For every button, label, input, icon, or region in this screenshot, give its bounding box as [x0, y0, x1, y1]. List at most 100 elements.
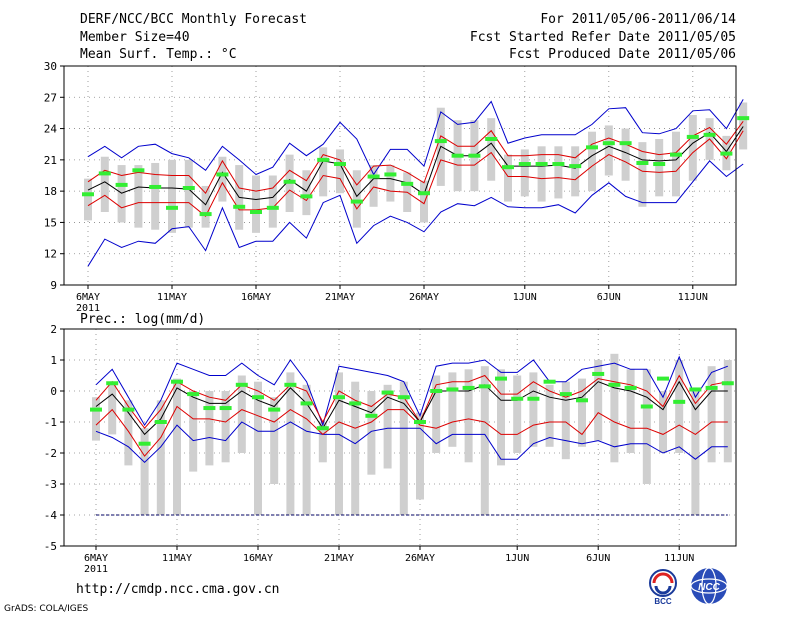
y-tick-label: 9 — [50, 279, 57, 292]
forecast-period-label: For 2011/05/06-2011/06/14 — [540, 12, 736, 27]
source-url[interactable]: http://cmdp.ncc.cma.gov.cn — [76, 582, 280, 597]
box-bar — [319, 147, 328, 197]
box-bar — [286, 372, 295, 515]
min-line — [87, 160, 744, 267]
x-tick-label: 21MAY — [325, 292, 355, 303]
median-marker — [543, 379, 556, 384]
median-marker — [592, 371, 605, 376]
median-marker — [90, 407, 102, 412]
box-bar — [302, 384, 311, 515]
grads-credit: GrADS: COLA/IGES — [4, 604, 89, 614]
median-marker — [535, 162, 548, 167]
median-marker — [381, 390, 394, 395]
lower-line — [87, 130, 744, 217]
box-bar — [621, 128, 630, 181]
median-marker — [334, 162, 346, 167]
box-bar — [513, 375, 522, 453]
box-bar — [173, 378, 181, 515]
y-tick-label: 0 — [50, 385, 57, 398]
median-marker — [414, 420, 426, 424]
median-marker — [300, 401, 313, 406]
median-marker — [250, 210, 262, 214]
box-bar — [399, 381, 408, 515]
box-bar — [140, 428, 149, 515]
median-marker — [636, 160, 649, 165]
box-bar — [655, 139, 664, 197]
median-marker — [166, 205, 178, 210]
box-bar — [626, 369, 635, 453]
median-marker — [252, 395, 264, 400]
median-marker — [149, 184, 162, 189]
box-bar — [168, 159, 176, 233]
x-tick-label: 16MAY — [241, 292, 271, 303]
median-marker — [495, 376, 507, 381]
x-tick-label: 6MAY — [84, 553, 108, 564]
y-tick-label: 15 — [44, 216, 57, 229]
median-marker — [640, 404, 653, 409]
x-tick-label: 21MAY — [324, 553, 354, 564]
x-tick-label: 11JUN — [678, 292, 708, 303]
y-tick-label: 12 — [44, 248, 57, 261]
box-bar — [237, 375, 246, 453]
x-tick-year-label: 2011 — [76, 303, 100, 314]
median-marker — [705, 385, 718, 390]
median-marker — [106, 381, 119, 386]
median-marker — [418, 191, 430, 196]
median-marker — [502, 165, 514, 170]
y-tick-label: 21 — [44, 154, 57, 167]
plot-frame — [63, 328, 737, 547]
y-tick-label: 24 — [44, 123, 58, 136]
box-bar — [448, 372, 457, 447]
box-bar — [561, 381, 570, 460]
median-marker — [283, 179, 296, 184]
median-marker — [434, 139, 447, 144]
box-bar — [268, 175, 277, 228]
median-marker — [199, 212, 212, 217]
median-marker — [216, 172, 229, 177]
median-marker — [468, 153, 481, 158]
median-marker — [233, 204, 246, 209]
box-bar — [318, 422, 327, 463]
x-tick-label: 1JUN — [513, 292, 537, 303]
median-marker — [451, 153, 464, 158]
box-bar — [351, 381, 360, 515]
box-bar — [675, 360, 684, 453]
ncc-logo: NCC — [690, 567, 728, 605]
box-bar — [336, 149, 344, 194]
box-bar — [367, 391, 376, 475]
box-bar — [659, 391, 667, 453]
bcc-logo-text: BCC — [654, 597, 672, 606]
box-bar — [335, 372, 343, 515]
ncc-logo-text: NCC — [698, 582, 720, 593]
upper-line — [95, 374, 728, 429]
box-bar — [420, 180, 428, 223]
median-marker — [316, 426, 329, 431]
box-bar — [520, 149, 529, 197]
median-marker — [367, 174, 380, 179]
box-bar — [464, 369, 473, 463]
median-marker — [333, 395, 345, 400]
median-marker — [657, 376, 669, 381]
median-marker — [689, 387, 702, 392]
median-marker — [98, 171, 111, 176]
median-marker — [720, 151, 733, 156]
median-marker — [132, 168, 145, 173]
median-marker — [608, 382, 621, 387]
median-marker — [171, 379, 183, 384]
y-tick-label: -4 — [44, 509, 58, 522]
median-marker — [122, 407, 135, 412]
box-bar — [124, 400, 133, 466]
median-marker — [511, 396, 524, 401]
median-marker — [397, 395, 410, 400]
x-tick-label: 26MAY — [409, 292, 439, 303]
box-bar — [100, 156, 109, 212]
median-marker — [485, 137, 498, 141]
x-tick-year-label: 2011 — [84, 564, 108, 575]
box-bar — [638, 142, 647, 207]
box-bar — [604, 125, 613, 176]
median-marker — [317, 157, 330, 162]
box-bar — [545, 384, 554, 447]
median-marker — [284, 382, 297, 387]
y-tick-label: -1 — [44, 416, 57, 429]
